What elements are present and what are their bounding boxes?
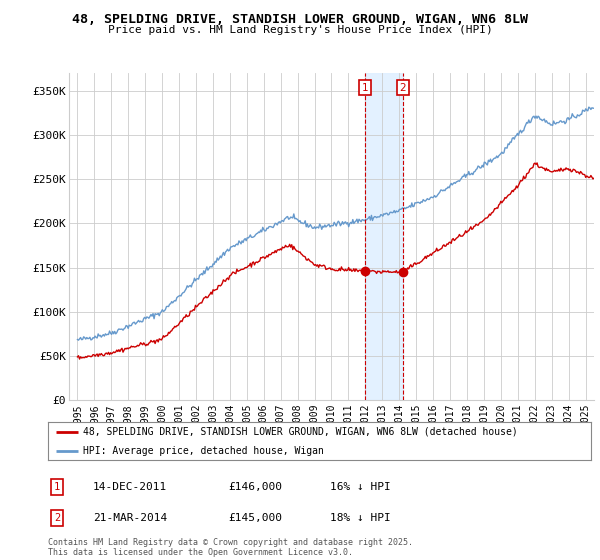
Text: 48, SPELDING DRIVE, STANDISH LOWER GROUND, WIGAN, WN6 8LW (detached house): 48, SPELDING DRIVE, STANDISH LOWER GROUN… xyxy=(83,427,518,437)
Text: 1: 1 xyxy=(361,82,368,92)
Text: Contains HM Land Registry data © Crown copyright and database right 2025.
This d: Contains HM Land Registry data © Crown c… xyxy=(48,538,413,557)
Text: Price paid vs. HM Land Registry's House Price Index (HPI): Price paid vs. HM Land Registry's House … xyxy=(107,25,493,35)
Text: 16% ↓ HPI: 16% ↓ HPI xyxy=(330,482,391,492)
Text: £145,000: £145,000 xyxy=(228,513,282,523)
Text: HPI: Average price, detached house, Wigan: HPI: Average price, detached house, Wiga… xyxy=(83,446,324,456)
Text: 2: 2 xyxy=(400,82,406,92)
Text: £146,000: £146,000 xyxy=(228,482,282,492)
Text: 2: 2 xyxy=(54,513,60,523)
Text: 48, SPELDING DRIVE, STANDISH LOWER GROUND, WIGAN, WN6 8LW: 48, SPELDING DRIVE, STANDISH LOWER GROUN… xyxy=(72,13,528,26)
Text: 1: 1 xyxy=(54,482,60,492)
Text: 14-DEC-2011: 14-DEC-2011 xyxy=(93,482,167,492)
Text: 18% ↓ HPI: 18% ↓ HPI xyxy=(330,513,391,523)
Bar xyxy=(365,73,403,400)
Text: 21-MAR-2014: 21-MAR-2014 xyxy=(93,513,167,523)
